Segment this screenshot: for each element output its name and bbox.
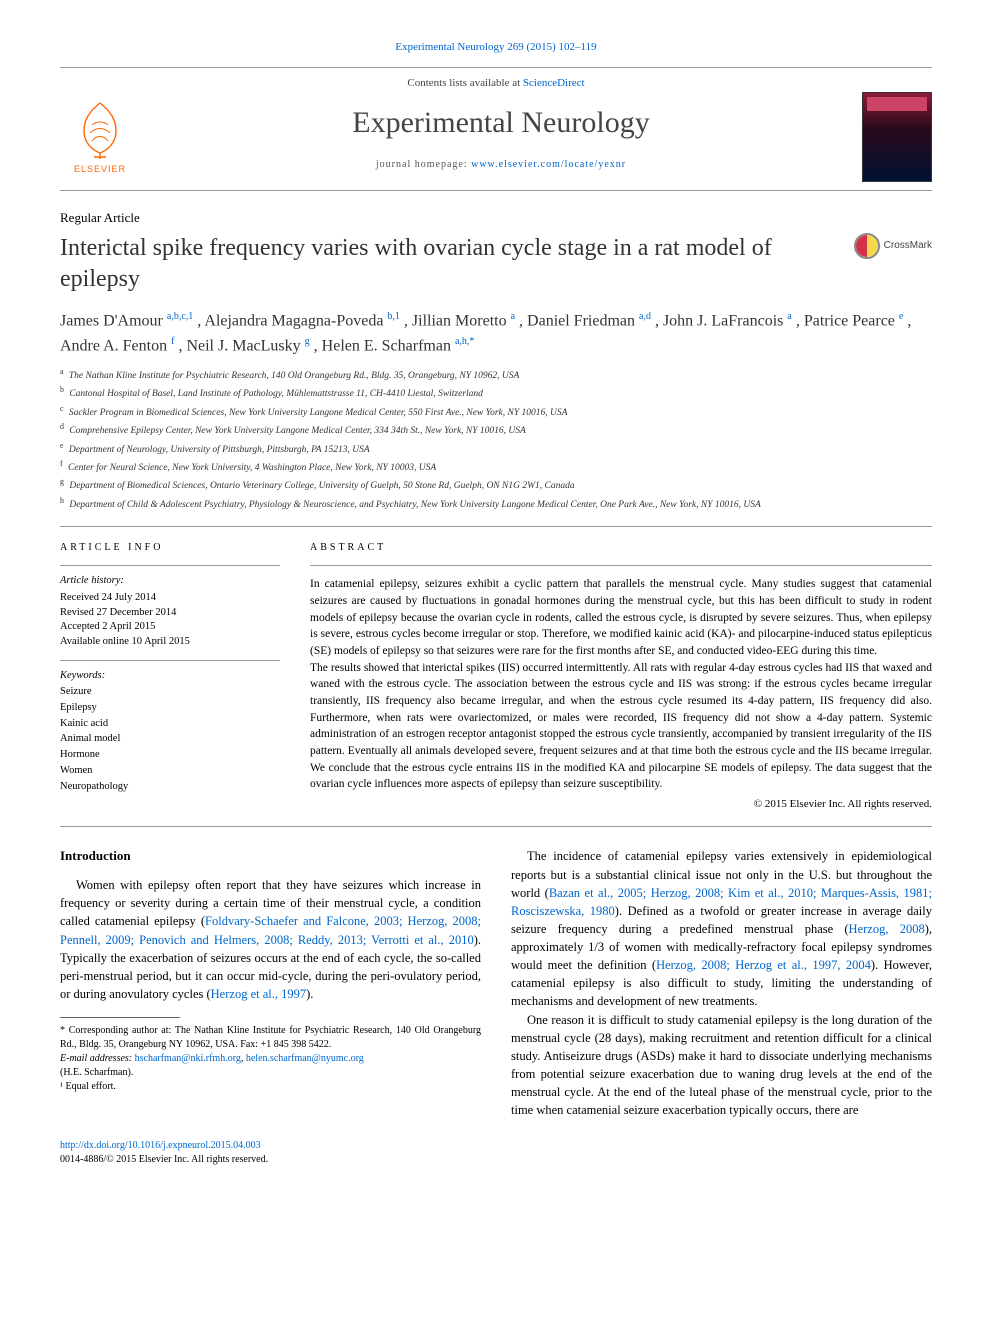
footer: http://dx.doi.org/10.1016/j.expneurol.20…	[60, 1139, 932, 1167]
crossmark-badge[interactable]: CrossMark	[854, 233, 932, 259]
affiliation-line: a The Nathan Kline Institute for Psychia…	[60, 366, 932, 383]
journal-name: Experimental Neurology	[140, 102, 862, 144]
affiliation-line: e Department of Neurology, University of…	[60, 440, 932, 457]
citation-link[interactable]: Herzog, 2008; Herzog et al., 1997, 2004	[656, 958, 871, 972]
body-column-right: The incidence of catamenial epilepsy var…	[511, 847, 932, 1119]
keyword: Animal model	[60, 732, 280, 747]
sciencedirect-link[interactable]: ScienceDirect	[523, 77, 585, 89]
affiliation-line: b Cantonal Hospital of Basel, Land Insti…	[60, 384, 932, 401]
citation-link[interactable]: Herzog et al., 1997	[211, 987, 306, 1001]
crossmark-icon	[854, 233, 880, 259]
keyword: Seizure	[60, 685, 280, 700]
divider	[60, 826, 932, 827]
affiliation-line: d Comprehensive Epilepsy Center, New Yor…	[60, 421, 932, 438]
affiliation-line: h Department of Child & Adolescent Psych…	[60, 495, 932, 512]
footnotes: * Corresponding author at: The Nathan Kl…	[60, 1024, 481, 1094]
citation-link[interactable]: Experimental Neurology 269 (2015) 102–11…	[395, 41, 596, 53]
citation-link[interactable]: Herzog, 2008	[849, 922, 925, 936]
elsevier-logo: ELSEVIER	[60, 92, 140, 182]
article-type: Regular Article	[60, 209, 932, 227]
article-info: article info Article history: Received 2…	[60, 541, 280, 812]
abstract: abstract In catamenial epilepsy, seizure…	[310, 541, 932, 812]
copyright: © 2015 Elsevier Inc. All rights reserved…	[310, 797, 932, 812]
masthead: ELSEVIER Experimental Neurology journal …	[60, 92, 932, 191]
email-link[interactable]: helen.scharfman@nyumc.org	[246, 1053, 364, 1064]
affiliation-line: f Center for Neural Science, New York Un…	[60, 458, 932, 475]
authors-list: James D'Amour a,b,c,1 , Alejandra Magagn…	[60, 309, 932, 358]
footnote-separator	[60, 1017, 180, 1018]
corresponding-asterisk[interactable]: *	[469, 336, 474, 347]
divider	[60, 526, 932, 527]
body-column-left: Introduction Women with epilepsy often r…	[60, 847, 481, 1119]
keyword: Kainic acid	[60, 717, 280, 732]
keyword: Epilepsy	[60, 701, 280, 716]
doi-link[interactable]: http://dx.doi.org/10.1016/j.expneurol.20…	[60, 1140, 261, 1151]
keyword: Women	[60, 764, 280, 779]
keywords-list: SeizureEpilepsyKainic acidAnimal modelHo…	[60, 685, 280, 794]
affiliations: a The Nathan Kline Institute for Psychia…	[60, 366, 932, 512]
contents-line: Contents lists available at ScienceDirec…	[60, 67, 932, 91]
journal-homepage: journal homepage: www.elsevier.com/locat…	[140, 158, 862, 172]
affiliation-line: c Sackler Program in Biomedical Sciences…	[60, 403, 932, 420]
elsevier-label: ELSEVIER	[74, 163, 126, 176]
keyword: Hormone	[60, 748, 280, 763]
homepage-link[interactable]: www.elsevier.com/locate/yexnr	[471, 159, 626, 170]
journal-cover-thumbnail	[862, 92, 932, 182]
article-info-head: article info	[60, 541, 280, 555]
affiliation-line: g Department of Biomedical Sciences, Ont…	[60, 476, 932, 493]
article-title: Interictal spike frequency varies with o…	[60, 233, 854, 295]
email-link[interactable]: hscharfman@nki.rfmh.org	[135, 1053, 241, 1064]
citation-line: Experimental Neurology 269 (2015) 102–11…	[60, 40, 932, 55]
section-head-introduction: Introduction	[60, 847, 481, 866]
elsevier-tree-icon	[70, 97, 130, 161]
keyword: Neuropathology	[60, 780, 280, 795]
